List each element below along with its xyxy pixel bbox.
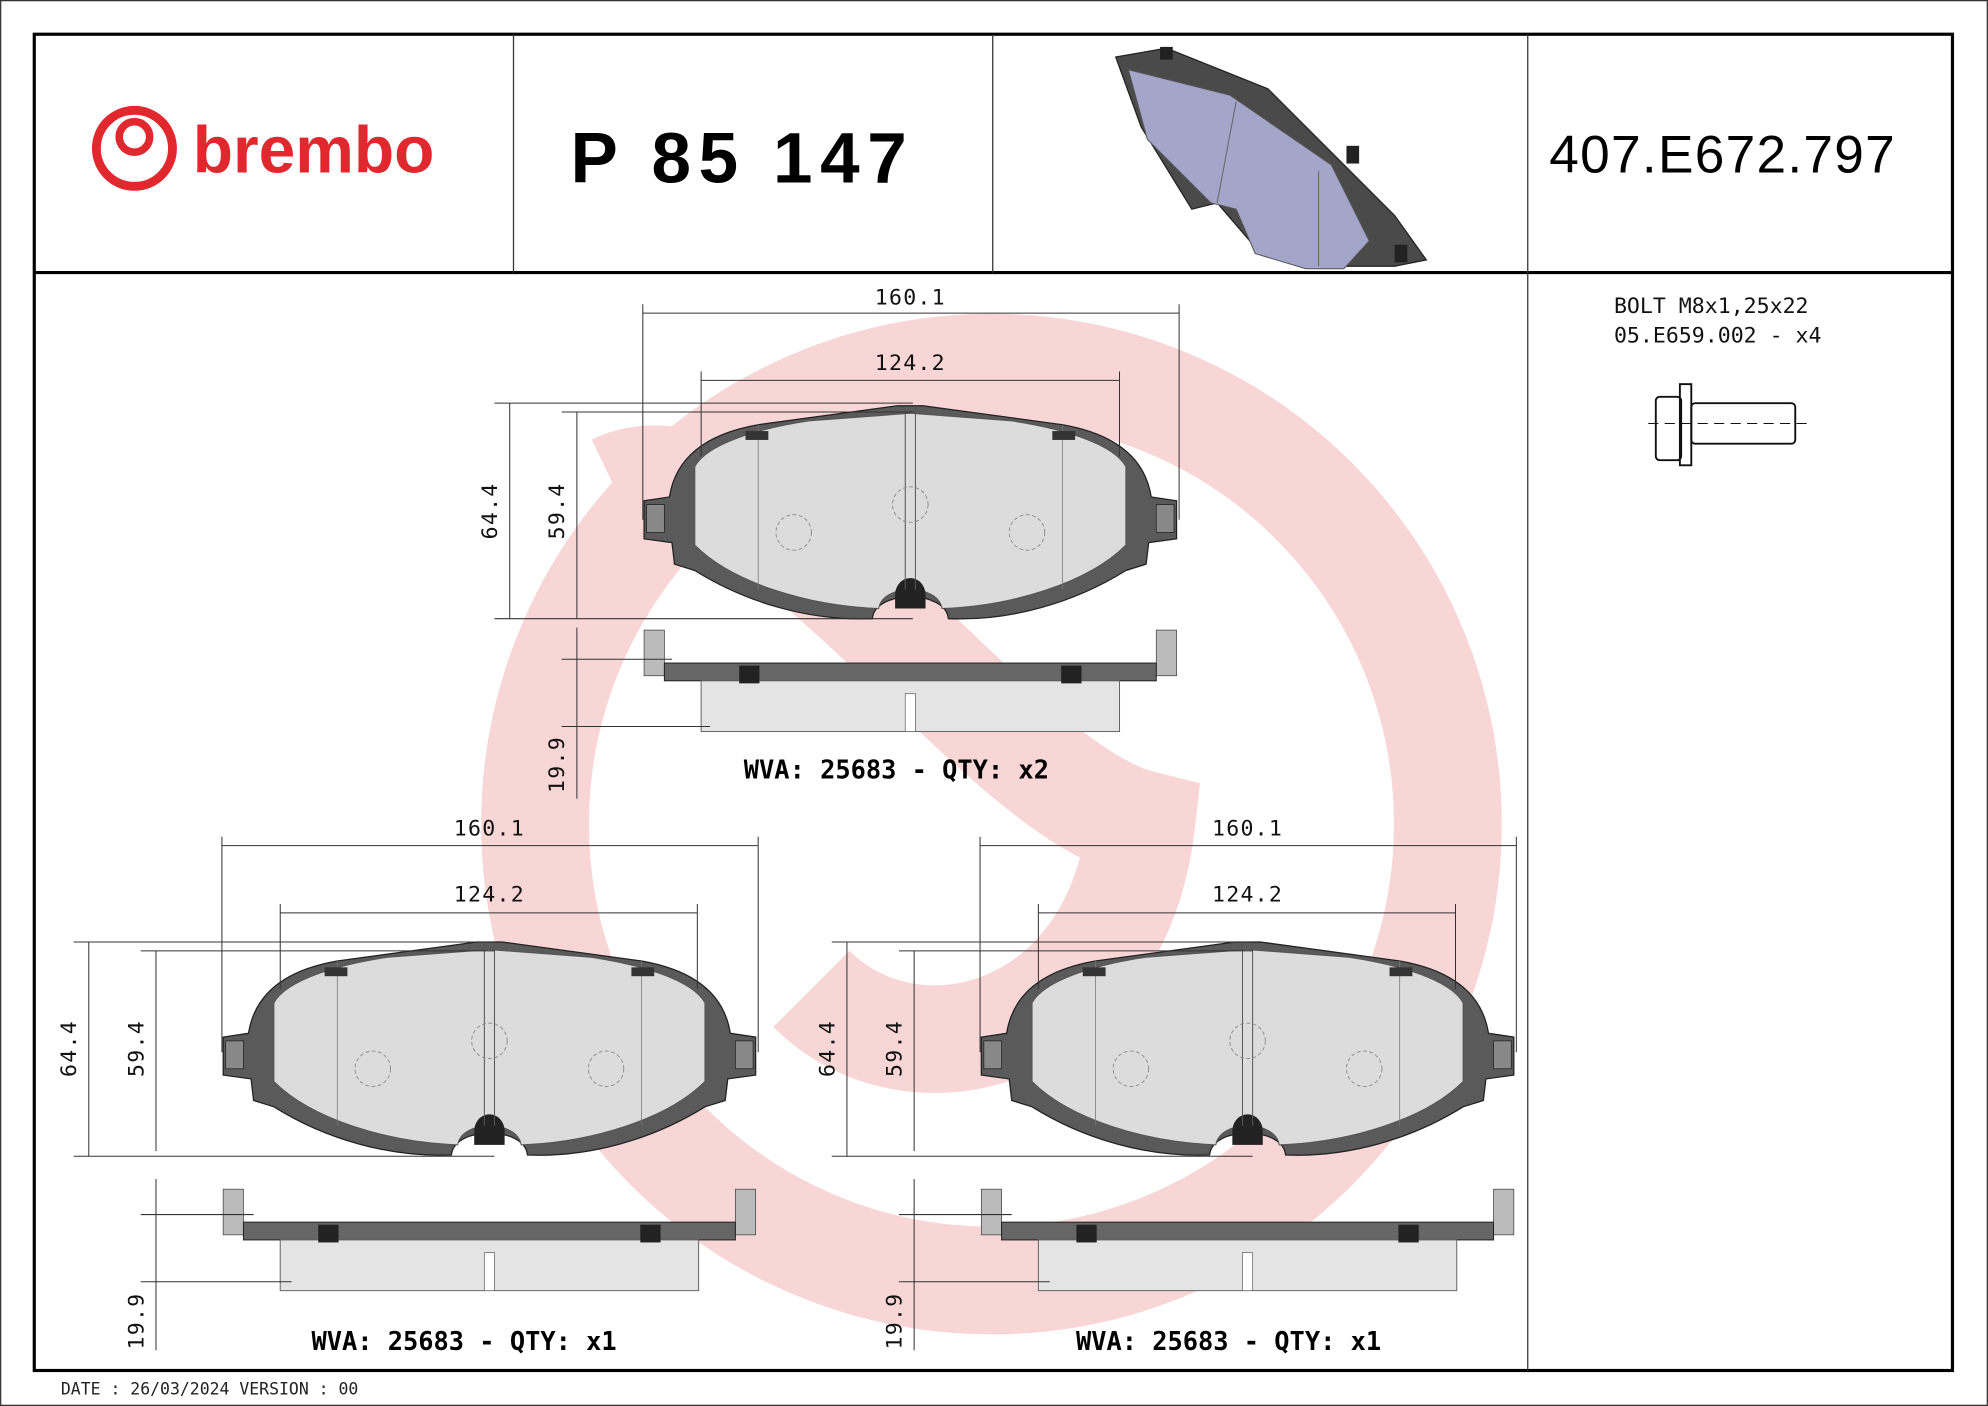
brake-pad-3d-image [1114,46,1428,270]
svg-text:19.9: 19.9 [124,1293,149,1350]
pad-caption: WVA: 25683 - QTY: x1 [311,1326,616,1356]
svg-text:59.4: 59.4 [124,1020,149,1077]
svg-text:124.2: 124.2 [875,351,946,376]
reference-code: 407.E672.797 [1549,125,1896,184]
pad-caption: WVA: 25683 - QTY: x1 [1076,1326,1381,1356]
svg-text:160.1: 160.1 [875,285,946,310]
svg-text:160.1: 160.1 [1212,816,1283,841]
svg-text:64.4: 64.4 [57,1020,82,1077]
svg-text:brembo: brembo [193,112,435,186]
svg-text:160.1: 160.1 [454,816,525,841]
svg-text:59.4: 59.4 [545,482,570,539]
pad-drawing-top: 160.1 124.2 64.4 59.4 19.9 WVA: 25683 - … [478,285,1180,799]
hardware-bolt-spec: BOLT M8x1,25x22 [1614,294,1809,319]
svg-text:64.4: 64.4 [478,482,503,539]
brembo-logo: brembo [91,105,435,191]
svg-text:19.9: 19.9 [545,736,570,793]
svg-text:59.4: 59.4 [882,1020,907,1077]
pad-caption: WVA: 25683 - QTY: x2 [744,754,1049,784]
svg-text:124.2: 124.2 [454,882,525,907]
pad-drawing-bottom-right: 160.1 124.2 64.4 59.4 19.9 WVA: 25683 - … [815,816,1517,1356]
hardware-bolt-code: 05.E659.002 - x4 [1614,323,1822,348]
svg-text:124.2: 124.2 [1212,882,1283,907]
pad-drawing-bottom-left: 160.1 124.2 64.4 59.4 19.9 WVA: 25683 - … [57,816,759,1356]
date-version-footer: DATE : 26/03/2024 VERSION : 00 [61,1380,358,1399]
svg-text:64.4: 64.4 [815,1020,840,1077]
bolt-icon [1648,383,1811,467]
svg-text:19.9: 19.9 [882,1293,907,1350]
part-number: P 85 147 [571,120,915,199]
